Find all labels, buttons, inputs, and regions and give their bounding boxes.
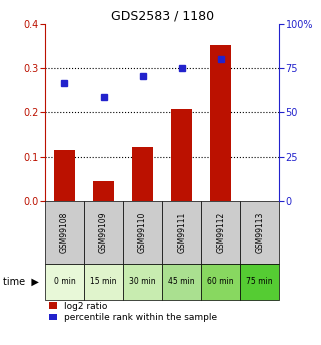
Bar	[201, 201, 240, 264]
Text: GSM99108: GSM99108	[60, 211, 69, 253]
Bar	[210, 45, 231, 201]
Text: 0 min: 0 min	[54, 277, 75, 286]
Bar	[240, 264, 279, 299]
Bar	[45, 264, 84, 299]
Bar	[93, 181, 114, 201]
Bar	[162, 201, 201, 264]
Bar	[84, 201, 123, 264]
Text: 45 min: 45 min	[168, 277, 195, 286]
Text: 30 min: 30 min	[129, 277, 156, 286]
Title: GDS2583 / 1180: GDS2583 / 1180	[110, 10, 214, 23]
Bar	[54, 150, 75, 201]
Text: 60 min: 60 min	[207, 277, 234, 286]
Legend: log2 ratio, percentile rank within the sample: log2 ratio, percentile rank within the s…	[49, 302, 217, 322]
Text: time  ▶: time ▶	[3, 277, 39, 287]
Bar	[162, 264, 201, 299]
Bar	[240, 201, 279, 264]
Text: 15 min: 15 min	[90, 277, 117, 286]
Bar	[201, 264, 240, 299]
Bar	[45, 201, 84, 264]
Text: GSM99112: GSM99112	[216, 211, 225, 253]
Bar	[123, 201, 162, 264]
Text: GSM99109: GSM99109	[99, 211, 108, 253]
Bar	[84, 264, 123, 299]
Bar	[171, 109, 192, 201]
Text: GSM99111: GSM99111	[177, 211, 186, 253]
Bar	[123, 264, 162, 299]
Bar	[132, 147, 153, 201]
Text: GSM99113: GSM99113	[255, 211, 264, 253]
Text: GSM99110: GSM99110	[138, 211, 147, 253]
Text: 75 min: 75 min	[247, 277, 273, 286]
